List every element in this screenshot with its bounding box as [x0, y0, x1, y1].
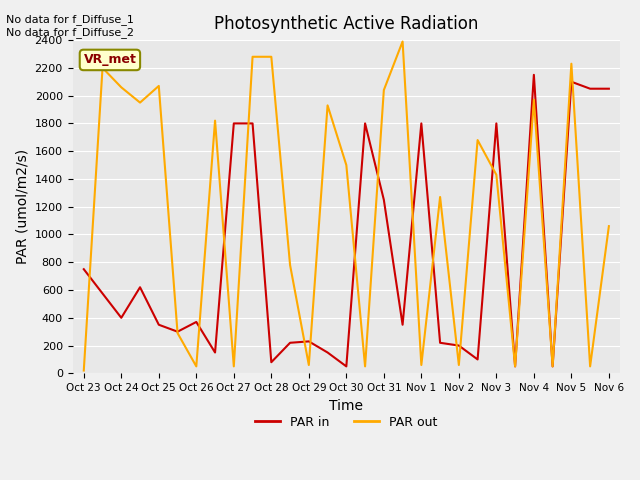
Text: No data for f_Diffuse_1
No data for f_Diffuse_2: No data for f_Diffuse_1 No data for f_Di…: [6, 14, 134, 38]
Text: VR_met: VR_met: [83, 53, 136, 66]
X-axis label: Time: Time: [330, 398, 364, 413]
Title: Photosynthetic Active Radiation: Photosynthetic Active Radiation: [214, 15, 479, 33]
Y-axis label: PAR (umol/m2/s): PAR (umol/m2/s): [15, 149, 29, 264]
Legend: PAR in, PAR out: PAR in, PAR out: [250, 411, 443, 434]
